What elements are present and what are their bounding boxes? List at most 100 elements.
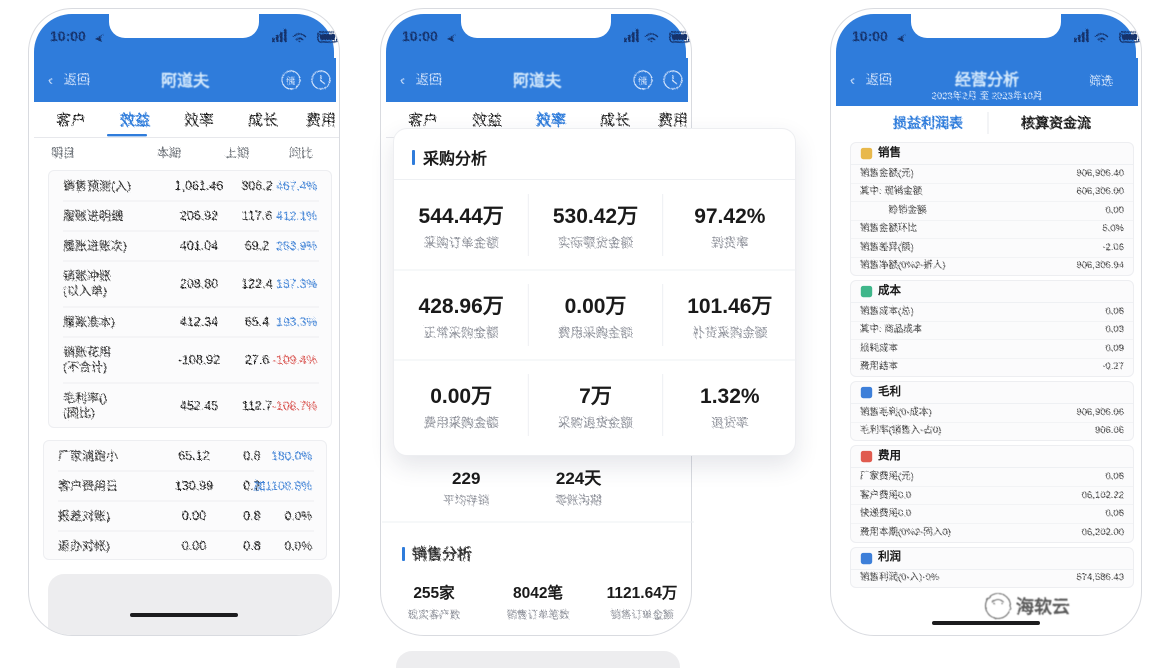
svg-text:效益: 效益: [120, 111, 150, 129]
svg-text:‹: ‹: [48, 72, 53, 89]
svg-text:224天: 224天: [556, 469, 602, 488]
svg-text:退货率: 退货率: [711, 415, 749, 430]
svg-text:122.4: 122.4: [241, 277, 272, 291]
svg-text:销售预测(入): 销售预测(入): [63, 178, 131, 193]
svg-text:206.92: 206.92: [180, 209, 218, 223]
svg-text:117.6: 117.6: [242, 209, 272, 223]
svg-text:1.32%: 1.32%: [700, 385, 760, 408]
svg-text:成长: 成长: [248, 112, 278, 129]
svg-text:130.99: 130.99: [175, 479, 213, 493]
svg-text:明目: 明目: [51, 146, 75, 160]
svg-text:-109.4%: -109.4%: [272, 353, 317, 367]
svg-text:544.44万: 544.44万: [419, 205, 504, 228]
svg-text:筛选: 筛选: [1089, 73, 1113, 88]
svg-text:报差对账): 报差对账): [58, 508, 110, 523]
svg-text:销售订单笔数: 销售订单笔数: [507, 608, 570, 621]
svg-text:255家: 255家: [413, 583, 455, 602]
svg-text:补货采购金额: 补货采购金额: [692, 325, 768, 340]
svg-text:阿道夫: 阿道夫: [513, 71, 562, 90]
svg-text:401.04: 401.04: [180, 239, 218, 253]
svg-text:452.45: 452.45: [180, 399, 218, 413]
svg-text:毛利率(): 毛利率(): [63, 390, 107, 405]
svg-text:(以入单): (以入单): [63, 284, 107, 298]
svg-text:0.00万: 0.00万: [430, 385, 492, 408]
svg-text:229: 229: [452, 469, 480, 488]
svg-text:412.1%: 412.1%: [276, 209, 317, 223]
svg-text:本期: 本期: [157, 146, 181, 160]
svg-text:效率: 效率: [184, 112, 214, 129]
svg-text:0.8: 0.8: [243, 509, 260, 523]
svg-text:销账冲账: 销账冲账: [63, 268, 111, 283]
svg-text:正常采购金额: 正常采购金额: [424, 325, 500, 340]
svg-text:费用: 费用: [306, 112, 336, 129]
svg-text:储: 储: [638, 75, 647, 86]
svg-text:现实客产数: 现实客产数: [408, 608, 461, 621]
svg-text:0.00万: 0.00万: [565, 295, 627, 318]
svg-text:10:00: 10:00: [50, 28, 86, 44]
svg-text:65.12: 65.12: [178, 449, 209, 463]
svg-text:0.00: 0.00: [182, 509, 206, 523]
svg-text:海软云: 海软云: [1016, 596, 1070, 617]
svg-text:97.42%: 97.42%: [694, 205, 766, 228]
svg-text:费用采购金额: 费用采购金额: [424, 415, 500, 430]
svg-text:返回: 返回: [866, 72, 892, 87]
svg-text:10:00: 10:00: [402, 28, 438, 44]
svg-text:112.7: 112.7: [242, 399, 272, 413]
svg-text:428.96万: 428.96万: [419, 295, 504, 318]
svg-text:(不合计): (不合计): [63, 359, 107, 374]
svg-text:0.8: 0.8: [243, 449, 260, 463]
svg-text:厂家浦跑小: 厂家浦跑小: [58, 448, 118, 463]
svg-text:平均存销: 平均存销: [443, 493, 489, 507]
svg-text:采购订单金额: 采购订单金额: [424, 235, 500, 250]
svg-text:‹: ‹: [850, 72, 855, 89]
svg-text:0.00: 0.00: [182, 539, 206, 553]
svg-text:0.0%: 0.0%: [285, 539, 313, 553]
svg-text:-108.7%: -108.7%: [272, 399, 317, 413]
svg-text:-108.92: -108.92: [178, 353, 220, 367]
svg-text:101.46万: 101.46万: [687, 295, 772, 318]
svg-text:采购退货金额: 采购退货金额: [558, 415, 634, 430]
svg-text:履账准本): 履账准本): [63, 315, 115, 329]
svg-text:412.34: 412.34: [180, 315, 218, 329]
svg-text:1121.64万: 1121.64万: [607, 585, 678, 602]
svg-text:187.3%: 187.3%: [276, 277, 317, 291]
svg-text:180.0%: 180.0%: [271, 449, 312, 463]
svg-text:效率: 效率: [536, 111, 566, 129]
svg-text:530.42万: 530.42万: [553, 205, 638, 228]
svg-text:效益: 效益: [472, 112, 502, 129]
svg-text:履账进账次): 履账进账次): [63, 239, 127, 253]
svg-text:到货率: 到货率: [711, 235, 749, 250]
svg-text:(同比): (同比): [63, 406, 95, 420]
svg-text:经营分析: 经营分析: [955, 70, 1019, 89]
svg-text:客户费用日: 客户费用日: [58, 478, 118, 493]
svg-text:306.2: 306.2: [241, 179, 272, 193]
svg-text:8042笔: 8042笔: [513, 583, 563, 602]
svg-text:费用: 费用: [658, 112, 688, 129]
svg-text:实际颚货金额: 实际颚货金额: [558, 235, 634, 250]
svg-text:销账花用: 销账花用: [63, 344, 111, 359]
svg-text:65.4: 65.4: [245, 315, 269, 329]
svg-text:193.3%: 193.3%: [276, 315, 317, 329]
svg-text:同比: 同比: [289, 146, 313, 160]
svg-text:467.4%: 467.4%: [276, 179, 317, 193]
svg-text:返回: 返回: [416, 72, 442, 87]
svg-text:10:00: 10:00: [852, 28, 888, 44]
svg-text:退办对帐): 退办对帐): [58, 538, 110, 553]
svg-text:客户: 客户: [408, 112, 438, 129]
svg-text:销售订单金额: 销售订单金额: [611, 608, 674, 621]
svg-text:加1108.8%: 加1108.8%: [254, 479, 313, 493]
svg-text:履账进明细: 履账进明细: [63, 209, 123, 223]
svg-text:上期: 上期: [225, 146, 249, 160]
svg-text:费用采购金额: 费用采购金额: [558, 325, 634, 340]
svg-text:263.9%: 263.9%: [276, 239, 317, 253]
svg-text:客户: 客户: [56, 112, 86, 129]
svg-text:损益利润表: 损益利润表: [893, 115, 964, 131]
svg-text:成长: 成长: [600, 112, 630, 129]
svg-text:零账沟期: 零账沟期: [556, 494, 602, 507]
svg-text:返回: 返回: [64, 72, 90, 87]
svg-text:‹: ‹: [400, 72, 405, 89]
svg-text:阿道夫: 阿道夫: [161, 71, 210, 90]
svg-text:27.6: 27.6: [245, 353, 269, 367]
svg-text:69.2: 69.2: [245, 239, 269, 253]
svg-text:核算资金流: 核算资金流: [1021, 115, 1091, 131]
